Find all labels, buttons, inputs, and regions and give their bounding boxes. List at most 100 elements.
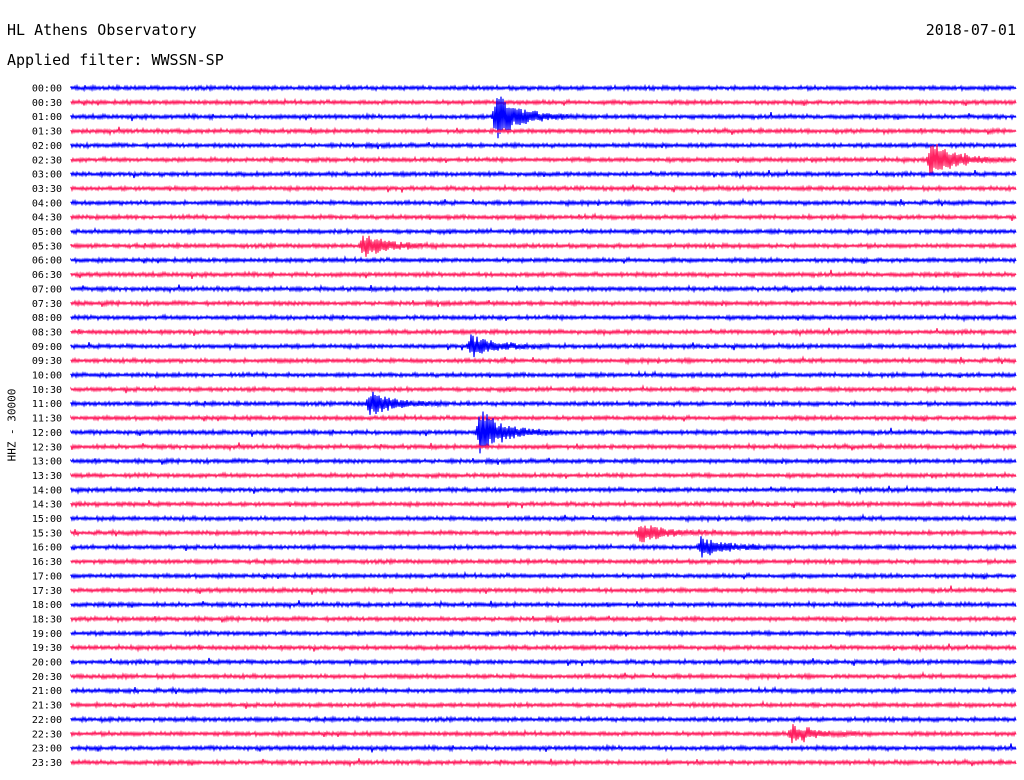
time-label: 19:30 bbox=[32, 643, 62, 654]
trace-1000 bbox=[70, 369, 1017, 380]
trace-2230 bbox=[70, 724, 1017, 744]
time-label: 11:30 bbox=[32, 414, 62, 425]
trace-2000 bbox=[70, 657, 1017, 667]
trace-0800 bbox=[70, 312, 1017, 323]
date-label: 2018-07-01 bbox=[925, 21, 1016, 39]
trace-0430 bbox=[70, 212, 1017, 222]
trace-1530 bbox=[70, 525, 1017, 543]
time-labels: 00:00 00:30 01:00 01:30 02:00 02:30 03:00 03:30… bbox=[32, 84, 62, 769]
time-label: 14:00 bbox=[32, 485, 62, 496]
trace-0600 bbox=[70, 255, 1017, 265]
trace-1100 bbox=[70, 391, 1017, 415]
trace-0900 bbox=[70, 334, 1017, 358]
time-label: 09:00 bbox=[32, 342, 62, 353]
time-label: 00:00 bbox=[32, 84, 62, 95]
trace-1130 bbox=[70, 413, 1017, 423]
time-label: 12:00 bbox=[32, 428, 62, 439]
trace-0100 bbox=[70, 96, 1017, 139]
time-label: 01:30 bbox=[32, 127, 62, 138]
trace-0000 bbox=[70, 83, 1017, 93]
time-label: 17:00 bbox=[32, 571, 62, 582]
time-label: 05:30 bbox=[32, 241, 62, 252]
time-label: 11:00 bbox=[32, 399, 62, 410]
trace-0930 bbox=[70, 355, 1017, 366]
time-label: 04:30 bbox=[32, 213, 62, 224]
time-label: 22:30 bbox=[32, 729, 62, 740]
time-label: 06:30 bbox=[32, 270, 62, 281]
time-label: 10:30 bbox=[32, 385, 62, 396]
time-label: 12:30 bbox=[32, 442, 62, 453]
time-label: 06:00 bbox=[32, 256, 62, 267]
trace-0830 bbox=[70, 327, 1017, 338]
time-label: 21:30 bbox=[32, 701, 62, 712]
trace-1700 bbox=[70, 570, 1017, 581]
trace-0130 bbox=[70, 126, 1017, 137]
time-label: 07:30 bbox=[32, 299, 62, 310]
trace-1900 bbox=[70, 629, 1017, 638]
time-label: 18:30 bbox=[32, 614, 62, 625]
time-label: 19:00 bbox=[32, 629, 62, 640]
trace-0300 bbox=[70, 168, 1017, 180]
trace-1230 bbox=[70, 441, 1017, 452]
time-label: 13:30 bbox=[32, 471, 62, 482]
time-label: 04:00 bbox=[32, 198, 62, 209]
time-label: 18:00 bbox=[32, 600, 62, 611]
trace-0630 bbox=[70, 269, 1017, 280]
trace-0230 bbox=[70, 143, 1017, 177]
trace-1630 bbox=[70, 557, 1017, 566]
trace-0400 bbox=[70, 197, 1017, 208]
trace-1030 bbox=[70, 384, 1017, 395]
trace-1730 bbox=[70, 585, 1017, 595]
time-label: 08:00 bbox=[32, 313, 62, 324]
seismogram-traces bbox=[70, 83, 1017, 768]
filter-label: Applied filter: WWSSN-SP bbox=[7, 51, 224, 69]
trace-0500 bbox=[70, 226, 1017, 237]
trace-1330 bbox=[70, 470, 1017, 480]
time-label: 08:30 bbox=[32, 327, 62, 338]
time-label: 23:30 bbox=[32, 758, 62, 769]
trace-0030 bbox=[70, 97, 1017, 107]
trace-0730 bbox=[70, 298, 1017, 308]
time-label: 17:30 bbox=[32, 586, 62, 597]
time-label: 14:30 bbox=[32, 500, 62, 511]
time-label: 15:30 bbox=[32, 528, 62, 539]
trace-1430 bbox=[70, 499, 1017, 509]
trace-2130 bbox=[70, 699, 1017, 710]
trace-0530 bbox=[70, 235, 1017, 257]
trace-1500 bbox=[70, 513, 1017, 524]
time-label: 15:00 bbox=[32, 514, 62, 525]
time-label: 00:30 bbox=[32, 98, 62, 109]
time-label: 21:00 bbox=[32, 686, 62, 697]
trace-2200 bbox=[70, 715, 1017, 724]
time-label: 03:00 bbox=[32, 170, 62, 181]
time-label: 23:00 bbox=[32, 744, 62, 755]
time-label: 16:30 bbox=[32, 557, 62, 568]
time-label: 09:30 bbox=[32, 356, 62, 367]
observatory-title: HL Athens Observatory bbox=[7, 21, 197, 39]
trace-2300 bbox=[70, 743, 1017, 753]
trace-0330 bbox=[70, 183, 1017, 193]
time-label: 22:00 bbox=[32, 715, 62, 726]
trace-0200 bbox=[70, 141, 1017, 150]
time-label: 01:00 bbox=[32, 112, 62, 123]
time-label: 20:00 bbox=[32, 658, 62, 669]
time-label: 10:00 bbox=[32, 371, 62, 382]
trace-2330 bbox=[70, 757, 1017, 768]
trace-1930 bbox=[70, 643, 1017, 653]
time-label: 20:30 bbox=[32, 672, 62, 683]
time-label: 02:30 bbox=[32, 155, 62, 166]
time-label: 05:00 bbox=[32, 227, 62, 238]
trace-1200 bbox=[70, 411, 1017, 454]
time-label: 16:00 bbox=[32, 543, 62, 554]
trace-2100 bbox=[70, 685, 1017, 695]
trace-1800 bbox=[70, 599, 1017, 610]
time-label: 02:00 bbox=[32, 141, 62, 152]
trace-2030 bbox=[70, 670, 1017, 682]
time-label: 07:00 bbox=[32, 284, 62, 295]
trace-1600 bbox=[70, 536, 1017, 558]
time-label: 13:00 bbox=[32, 457, 62, 468]
trace-0700 bbox=[70, 283, 1017, 294]
time-label: 03:30 bbox=[32, 184, 62, 195]
trace-1400 bbox=[70, 484, 1017, 496]
